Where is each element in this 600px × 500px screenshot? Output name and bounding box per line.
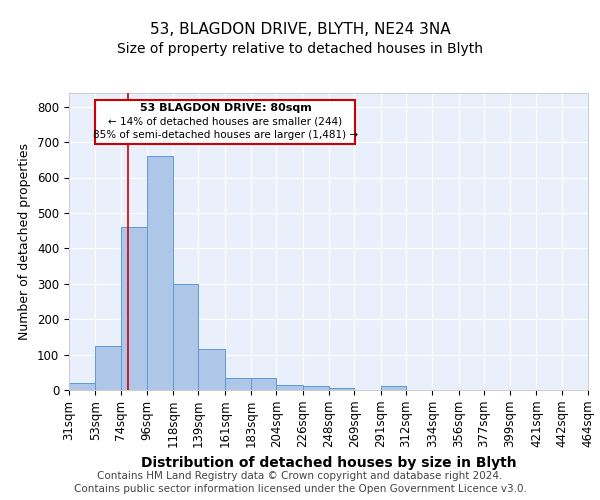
Text: 53 BLAGDON DRIVE: 80sqm: 53 BLAGDON DRIVE: 80sqm bbox=[140, 104, 311, 114]
Text: 85% of semi-detached houses are larger (1,481) →: 85% of semi-detached houses are larger (… bbox=[93, 130, 358, 140]
Text: Contains public sector information licensed under the Open Government Licence v3: Contains public sector information licen… bbox=[74, 484, 526, 494]
Text: ← 14% of detached houses are smaller (244): ← 14% of detached houses are smaller (24… bbox=[109, 116, 343, 126]
Bar bbox=[121, 227, 147, 390]
Bar bbox=[69, 383, 95, 390]
Bar bbox=[329, 388, 354, 390]
Bar bbox=[147, 156, 173, 390]
Text: 53, BLAGDON DRIVE, BLYTH, NE24 3NA: 53, BLAGDON DRIVE, BLYTH, NE24 3NA bbox=[149, 22, 451, 38]
Bar bbox=[225, 378, 251, 390]
FancyBboxPatch shape bbox=[95, 100, 355, 144]
X-axis label: Distribution of detached houses by size in Blyth: Distribution of detached houses by size … bbox=[140, 456, 517, 469]
Bar bbox=[303, 386, 329, 390]
Bar bbox=[199, 350, 225, 390]
Bar bbox=[380, 386, 406, 390]
Y-axis label: Number of detached properties: Number of detached properties bbox=[19, 143, 31, 340]
Bar bbox=[251, 378, 277, 390]
Bar bbox=[95, 346, 121, 390]
Bar bbox=[173, 284, 199, 390]
Text: Size of property relative to detached houses in Blyth: Size of property relative to detached ho… bbox=[117, 42, 483, 56]
Bar bbox=[277, 384, 303, 390]
Text: Contains HM Land Registry data © Crown copyright and database right 2024.: Contains HM Land Registry data © Crown c… bbox=[97, 471, 503, 481]
